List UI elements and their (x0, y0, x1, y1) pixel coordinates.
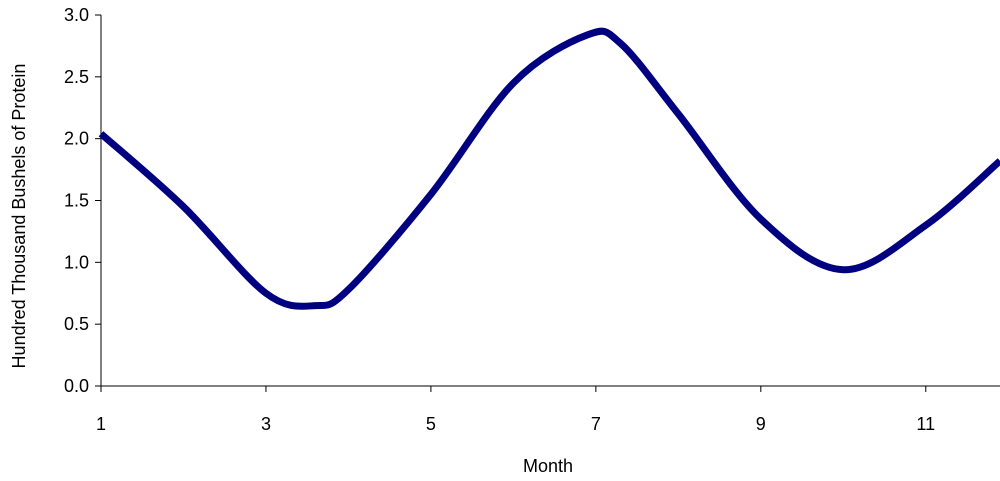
x-tick-label: 5 (426, 414, 436, 434)
x-tick-label: 9 (756, 414, 766, 434)
x-tick-label: 11 (916, 414, 935, 434)
x-axis-title: Month (523, 456, 573, 476)
y-tick-label: 2.0 (64, 129, 89, 149)
y-axis-title: Hundred Thousand Bushels of Protein (9, 64, 29, 369)
y-tick-label: 0.0 (64, 376, 89, 396)
x-tick-label: 3 (261, 414, 271, 434)
x-tick-label: 7 (591, 414, 601, 434)
series-line (98, 27, 1000, 310)
labels: Month Hundred Thousand Bushels of Protei… (9, 5, 935, 476)
x-tick-label: 1 (96, 414, 106, 434)
y-tick-label: 2.5 (64, 67, 89, 87)
y-tick-label: 1.0 (64, 252, 89, 272)
series-layer (98, 27, 1000, 310)
y-tick-label: 3.0 (64, 5, 89, 25)
y-tick-label: 0.5 (64, 314, 89, 334)
y-tick-label: 1.5 (64, 191, 89, 211)
axes (95, 14, 1000, 392)
